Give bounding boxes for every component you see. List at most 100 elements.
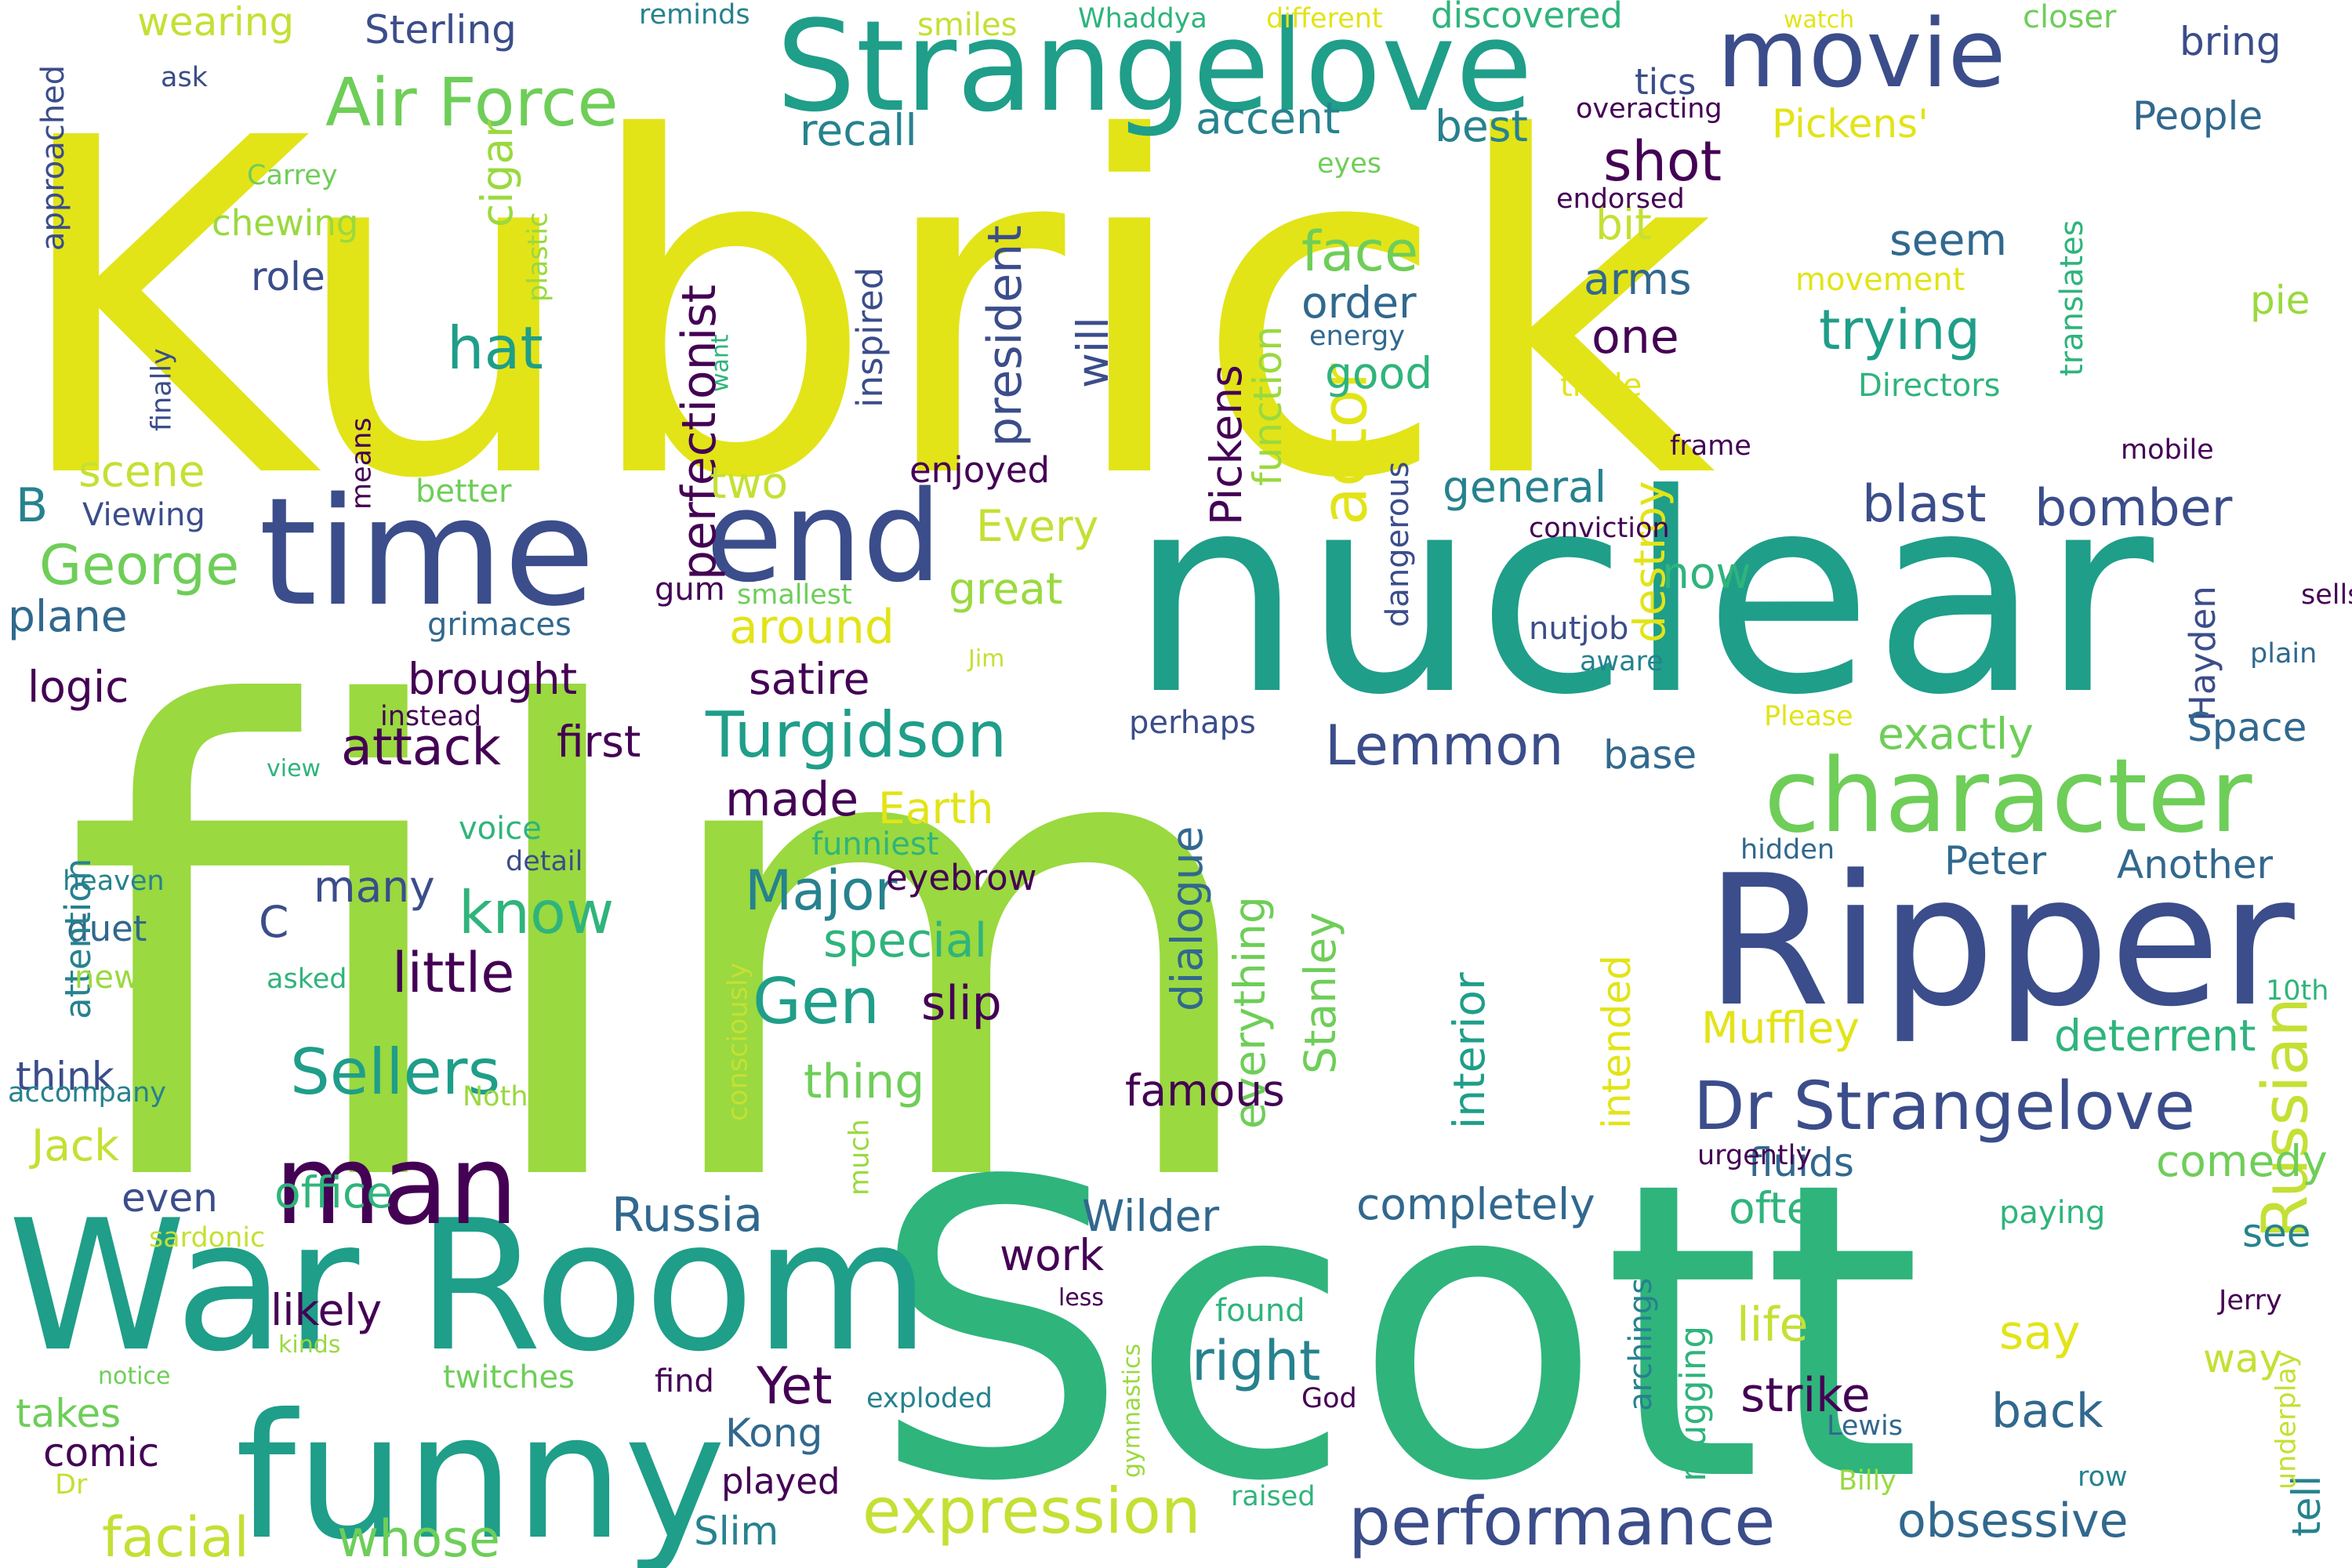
word-underplay: underplay (2270, 1351, 2302, 1490)
word-plain: plain (2250, 638, 2317, 670)
word-destroy: destroy (1624, 481, 1675, 643)
word-comedy: comedy (2156, 1136, 2328, 1186)
word-dr-strangelove: Dr Strangelove (1693, 1068, 2195, 1145)
word-bit: bit (1595, 199, 1652, 249)
word-major: Major (745, 858, 898, 923)
word-tics: tics (1635, 61, 1696, 103)
word-conviction: conviction (1529, 513, 1670, 544)
word-slim: Slim (694, 1508, 779, 1554)
word-war-room: War Room (8, 1182, 930, 1392)
word-now: now (1662, 548, 1751, 598)
word-please: Please (1764, 701, 1853, 732)
word-eyebrow: eyebrow (886, 857, 1036, 898)
word-back: back (1991, 1384, 2103, 1439)
word-10th: 10th (2266, 975, 2328, 1007)
word-jack: Jack (29, 1120, 119, 1171)
word-comic: comic (43, 1430, 159, 1475)
word-discovered: discovered (1431, 0, 1623, 36)
word-russia: Russia (612, 1188, 763, 1243)
word-scott: Scott (870, 1095, 1922, 1568)
word-pie: pie (2250, 278, 2310, 323)
word-time: time (259, 466, 595, 639)
word-exploded: exploded (866, 1383, 993, 1414)
word-one: one (1592, 310, 1679, 365)
word-hayden: Hayden (2182, 586, 2223, 721)
word-expression: expression (862, 1475, 1201, 1548)
word-interior: interior (1444, 972, 1494, 1129)
word-hat: hat (447, 314, 543, 383)
word-dangerous: dangerous (1380, 462, 1416, 627)
word-made: made (725, 772, 858, 827)
word-want: want (706, 334, 734, 392)
word-kinds: kinds (278, 1331, 340, 1359)
word-end: end (706, 463, 942, 610)
word-dialogue: dialogue (1162, 826, 1212, 1011)
word-funny: funny (235, 1377, 726, 1568)
word-means: means (346, 418, 377, 510)
word-attack: attack (341, 718, 501, 777)
word-people: People (2132, 93, 2263, 139)
word-blast: blast (1862, 475, 1987, 534)
word-face: face (1301, 220, 1418, 284)
word-brought: brought (408, 654, 577, 704)
word-man: man (274, 1122, 518, 1250)
word-two: two (710, 458, 788, 508)
word-god: God (1301, 1383, 1357, 1414)
word-accent: accent (1196, 93, 1340, 143)
word-aware: aware (1580, 646, 1664, 677)
word-nutjob: nutjob (1529, 611, 1628, 647)
word-famous: famous (1125, 1065, 1285, 1116)
word-plane: plane (8, 591, 128, 641)
word-hidden: hidden (1740, 834, 1835, 866)
word-movement: movement (1795, 262, 1965, 298)
word-row: row (2078, 1461, 2128, 1493)
word-carrey: Carrey (247, 160, 338, 191)
word-mugging: mugging (1672, 1326, 1714, 1482)
word-grimaces: grimaces (427, 607, 572, 643)
word-played: played (721, 1461, 840, 1502)
word-bomber: bomber (2034, 479, 2233, 538)
word-say: say (1999, 1305, 2081, 1360)
word-another: Another (2117, 842, 2274, 887)
word-thing: thing (804, 1054, 924, 1109)
word-translates: translates (2054, 220, 2090, 376)
word-better: better (416, 474, 512, 510)
word-arms: arms (1584, 254, 1692, 304)
word-voice: voice (459, 811, 542, 847)
word-way: way (2203, 1336, 2282, 1381)
word-lewis: Lewis (1827, 1410, 1903, 1442)
word-ripper: Ripper (1705, 837, 2295, 1047)
word-nuclear: nuclear (1129, 435, 2157, 755)
word-great: great (949, 564, 1062, 614)
word-good: good (1325, 348, 1432, 398)
word-strike: strike (1740, 1368, 1871, 1423)
word-c: C (259, 897, 289, 947)
word-gymnastics: gymnastics (1118, 1344, 1145, 1478)
word-think: think (16, 1054, 114, 1099)
word-consciously: consciously (722, 963, 753, 1121)
word-eyes: eyes (1317, 148, 1381, 180)
word-plastic: plastic (522, 212, 554, 302)
word-life: life (1737, 1298, 1808, 1352)
word-earth: Earth (878, 783, 994, 833)
word-intended: intended (1594, 955, 1639, 1129)
word-closer: closer (2023, 0, 2117, 35)
word-watch: watch (1784, 6, 1854, 34)
word-sardonic: sardonic (149, 1222, 265, 1254)
word-mobile: mobile (2121, 434, 2214, 466)
word-approached: approached (35, 65, 71, 251)
word-jerry: Jerry (2217, 1285, 2282, 1316)
word-less: less (1058, 1284, 1104, 1312)
word-view: view (267, 755, 321, 782)
word-reminds: reminds (639, 0, 750, 31)
word-bring: bring (2180, 19, 2281, 64)
word-shot: shot (1603, 129, 1722, 194)
word-deterrent: deterrent (2054, 1011, 2256, 1061)
word-perhaps: perhaps (1129, 705, 1256, 741)
word-attention: attention (57, 858, 99, 1019)
word-many: many (314, 862, 435, 912)
word-stanley: Stanley (1295, 912, 1345, 1074)
word-much: much (844, 1119, 875, 1196)
